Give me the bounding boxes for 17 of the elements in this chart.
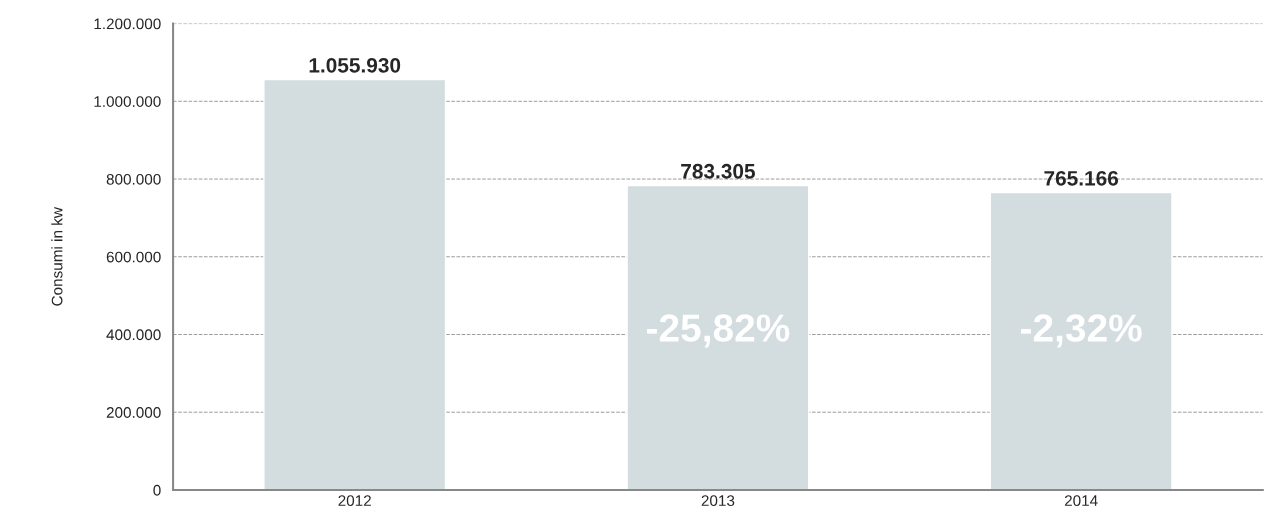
bar: [626, 184, 810, 490]
y-tick-label: 1.200.000: [94, 18, 161, 30]
bar: [989, 191, 1173, 490]
y-tick-label: 600.000: [106, 251, 161, 263]
x-tick-label: 2013: [701, 495, 735, 507]
y-tick-label: 200.000: [106, 407, 161, 418]
x-tick-label: 2012: [338, 495, 371, 507]
y-tick-label: 1.000.000: [94, 96, 161, 107]
data-label: 1.055.930: [309, 57, 401, 73]
data-label: 783.305: [681, 163, 755, 179]
y-tick-label: 0: [153, 484, 161, 496]
bar: [263, 78, 447, 490]
y-tick-label: 800.000: [106, 173, 161, 185]
x-tick-label: 2014: [1064, 495, 1098, 507]
data-label: 765.166: [1044, 170, 1119, 186]
y-tick-label: 400.000: [106, 329, 161, 341]
y-axis-title: Consumi in kw: [51, 207, 63, 306]
